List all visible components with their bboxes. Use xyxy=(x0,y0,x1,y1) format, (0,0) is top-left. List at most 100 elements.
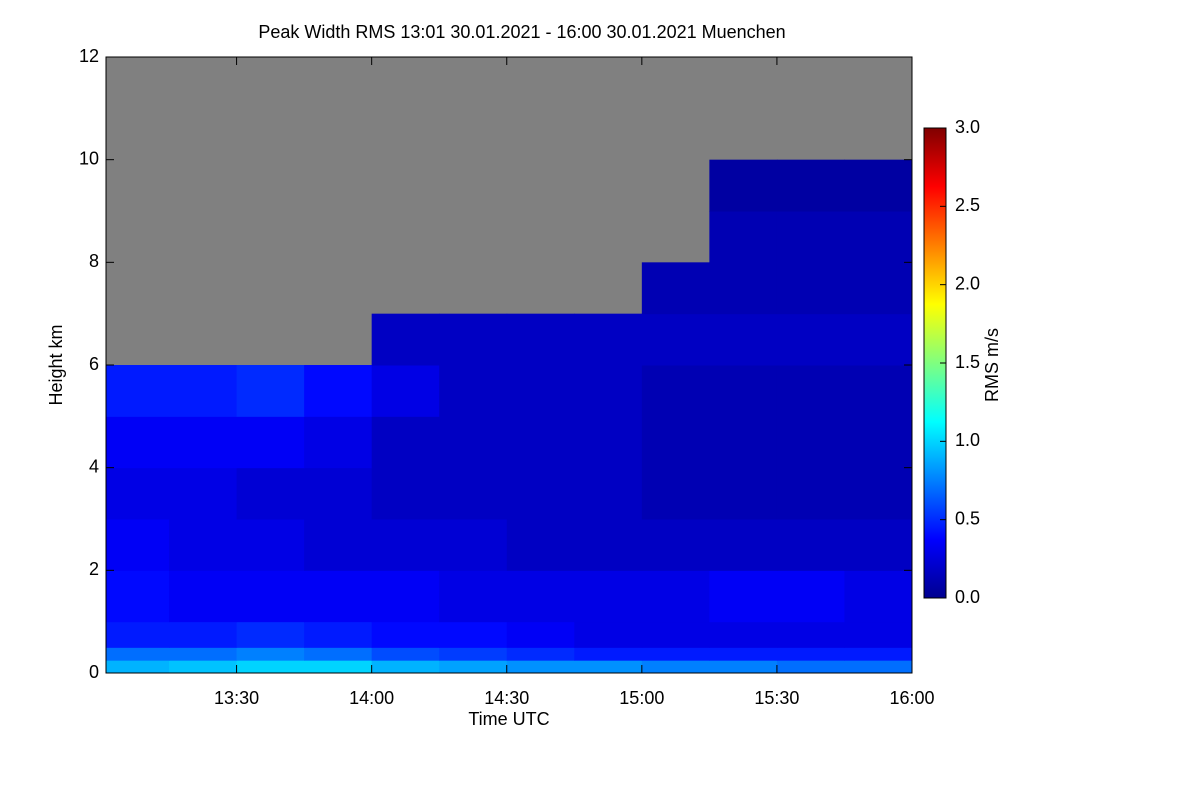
heatmap-cell xyxy=(709,416,778,469)
heatmap-cell xyxy=(574,660,643,674)
heatmap-cell xyxy=(169,647,238,661)
heatmap-cell xyxy=(506,621,575,648)
heatmap-cell xyxy=(641,365,710,417)
heatmap-cell xyxy=(776,467,845,520)
heatmap-cell xyxy=(169,365,238,417)
heatmap-cell xyxy=(169,621,238,648)
heatmap-cell xyxy=(439,467,508,520)
heatmap-cell xyxy=(371,647,440,661)
heatmap-cell xyxy=(574,365,643,417)
heatmap-cell xyxy=(844,159,913,212)
heatmap-cell xyxy=(304,416,373,469)
heatmap-cell xyxy=(776,313,845,366)
heatmap-cell xyxy=(844,365,913,417)
heatmap-cell xyxy=(709,519,778,571)
colorbar-tick-label: 2.0 xyxy=(955,273,980,293)
heatmap-cell xyxy=(574,313,643,366)
colorbar-tick-label: 0.5 xyxy=(955,508,980,528)
heatmap-cell xyxy=(169,519,238,571)
heatmap-cell xyxy=(304,570,373,623)
heatmap-cell xyxy=(304,621,373,648)
heatmap-cell xyxy=(641,262,710,315)
heatmap-cell xyxy=(776,159,845,212)
heatmap-cell xyxy=(776,416,845,469)
heatmap-cell xyxy=(776,365,845,417)
heatmap-cell xyxy=(641,416,710,469)
heatmap-cell xyxy=(371,621,440,648)
heatmap-cell xyxy=(236,467,305,520)
heatmap-cell xyxy=(371,660,440,674)
heatmap-cell xyxy=(844,519,913,571)
x-tick-label: 14:00 xyxy=(349,688,394,708)
heatmap-cell xyxy=(844,416,913,469)
heatmap-cell xyxy=(709,159,778,212)
heatmap-cell xyxy=(506,647,575,661)
heatmap-cell xyxy=(169,467,238,520)
heatmap-cell xyxy=(776,519,845,571)
heatmap-cell xyxy=(641,313,710,366)
heatmap-cell xyxy=(439,519,508,571)
heatmap-cell xyxy=(641,467,710,520)
heatmap-cell xyxy=(574,416,643,469)
heatmap-cell xyxy=(641,647,710,661)
heatmap-cell xyxy=(709,365,778,417)
colorbar-tick-label: 0.0 xyxy=(955,587,980,607)
heatmap-cell xyxy=(776,621,845,648)
heatmap-cell xyxy=(106,660,170,674)
heatmap-cell xyxy=(844,660,913,674)
x-tick-label: 13:30 xyxy=(214,688,259,708)
heatmap-cell xyxy=(574,647,643,661)
heatmap-cell xyxy=(439,647,508,661)
heatmap-cell xyxy=(776,570,845,623)
x-tick-label: 14:30 xyxy=(484,688,529,708)
heatmap-cell xyxy=(106,570,170,623)
heatmap-cell xyxy=(371,365,440,417)
y-tick-label: 6 xyxy=(89,354,99,374)
colorbar-tick-label: 2.5 xyxy=(955,195,980,215)
heatmap-cell xyxy=(641,519,710,571)
heatmap-cell xyxy=(776,660,845,674)
heatmap-cell xyxy=(709,647,778,661)
heatmap-cell xyxy=(574,570,643,623)
heatmap-cell xyxy=(709,262,778,315)
heatmap-cell xyxy=(506,365,575,417)
colorbar-label: RMS m/s xyxy=(982,328,1002,402)
heatmap-cell xyxy=(304,660,373,674)
heatmap-cell xyxy=(439,365,508,417)
heatmap-cell xyxy=(574,519,643,571)
heatmap-cell xyxy=(371,467,440,520)
heatmap-cell xyxy=(776,211,845,263)
heatmap-cell xyxy=(709,570,778,623)
heatmap-cell xyxy=(506,313,575,366)
y-tick-label: 12 xyxy=(79,46,99,66)
heatmap-cell xyxy=(236,416,305,469)
y-tick-label: 10 xyxy=(79,148,99,168)
heatmap-cell xyxy=(169,660,238,674)
y-tick-label: 2 xyxy=(89,559,99,579)
heatmap-cell xyxy=(169,416,238,469)
heatmap-cell xyxy=(844,313,913,366)
heatmap-cell xyxy=(641,660,710,674)
heatmap-cell xyxy=(844,621,913,648)
heatmap-cell xyxy=(236,365,305,417)
heatmap-cell xyxy=(844,211,913,263)
heatmap-cell xyxy=(439,570,508,623)
heatmap-cell xyxy=(236,570,305,623)
heatmap-cell xyxy=(236,621,305,648)
heatmap-cell xyxy=(371,416,440,469)
y-axis-label: Height km xyxy=(46,324,66,405)
heatmap-cell xyxy=(106,621,170,648)
heatmap-cell xyxy=(371,570,440,623)
heatmap-cell xyxy=(439,416,508,469)
heatmap-cell xyxy=(371,313,440,366)
colorbar-tick-label: 3.0 xyxy=(955,117,980,137)
heatmap-cell xyxy=(106,416,170,469)
heatmap-cell xyxy=(776,262,845,315)
heatmap-cell xyxy=(236,647,305,661)
y-tick-label: 4 xyxy=(89,456,99,476)
heatmap-cell xyxy=(844,467,913,520)
heatmap-cell xyxy=(106,519,170,571)
heatmap-cell xyxy=(106,467,170,520)
heatmap-cell xyxy=(169,570,238,623)
heatmap-cell xyxy=(106,365,170,417)
